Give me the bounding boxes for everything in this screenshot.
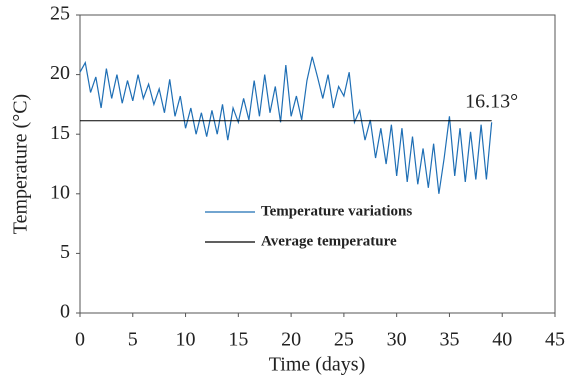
x-tick-label: 45 [545,329,565,351]
x-tick-label: 25 [334,329,354,351]
x-tick-label: 5 [128,329,138,351]
legend-label: Average temperature [261,233,397,249]
y-tick-label: 10 [50,181,70,203]
y-tick-label: 25 [50,3,70,25]
x-tick-label: 40 [492,329,512,351]
x-tick-label: 30 [387,329,407,351]
y-tick-label: 5 [60,241,70,263]
x-tick-label: 15 [228,329,248,351]
legend-label: Temperature variations [261,203,412,219]
x-tick-label: 0 [75,329,85,351]
value-label: 16.13° [465,90,518,112]
x-tick-label: 35 [439,329,459,351]
data-line [79,56,493,194]
y-tick-label: 0 [60,301,70,323]
x-tick-label: 10 [176,329,196,351]
plot-frame [79,14,556,314]
x-tick-label: 20 [281,329,301,351]
y-tick-label: 20 [50,62,70,84]
x-axis-label: Time (days) [269,354,365,376]
y-axis-label: Temperature (°C) [10,94,32,234]
y-tick-label: 15 [50,122,70,144]
